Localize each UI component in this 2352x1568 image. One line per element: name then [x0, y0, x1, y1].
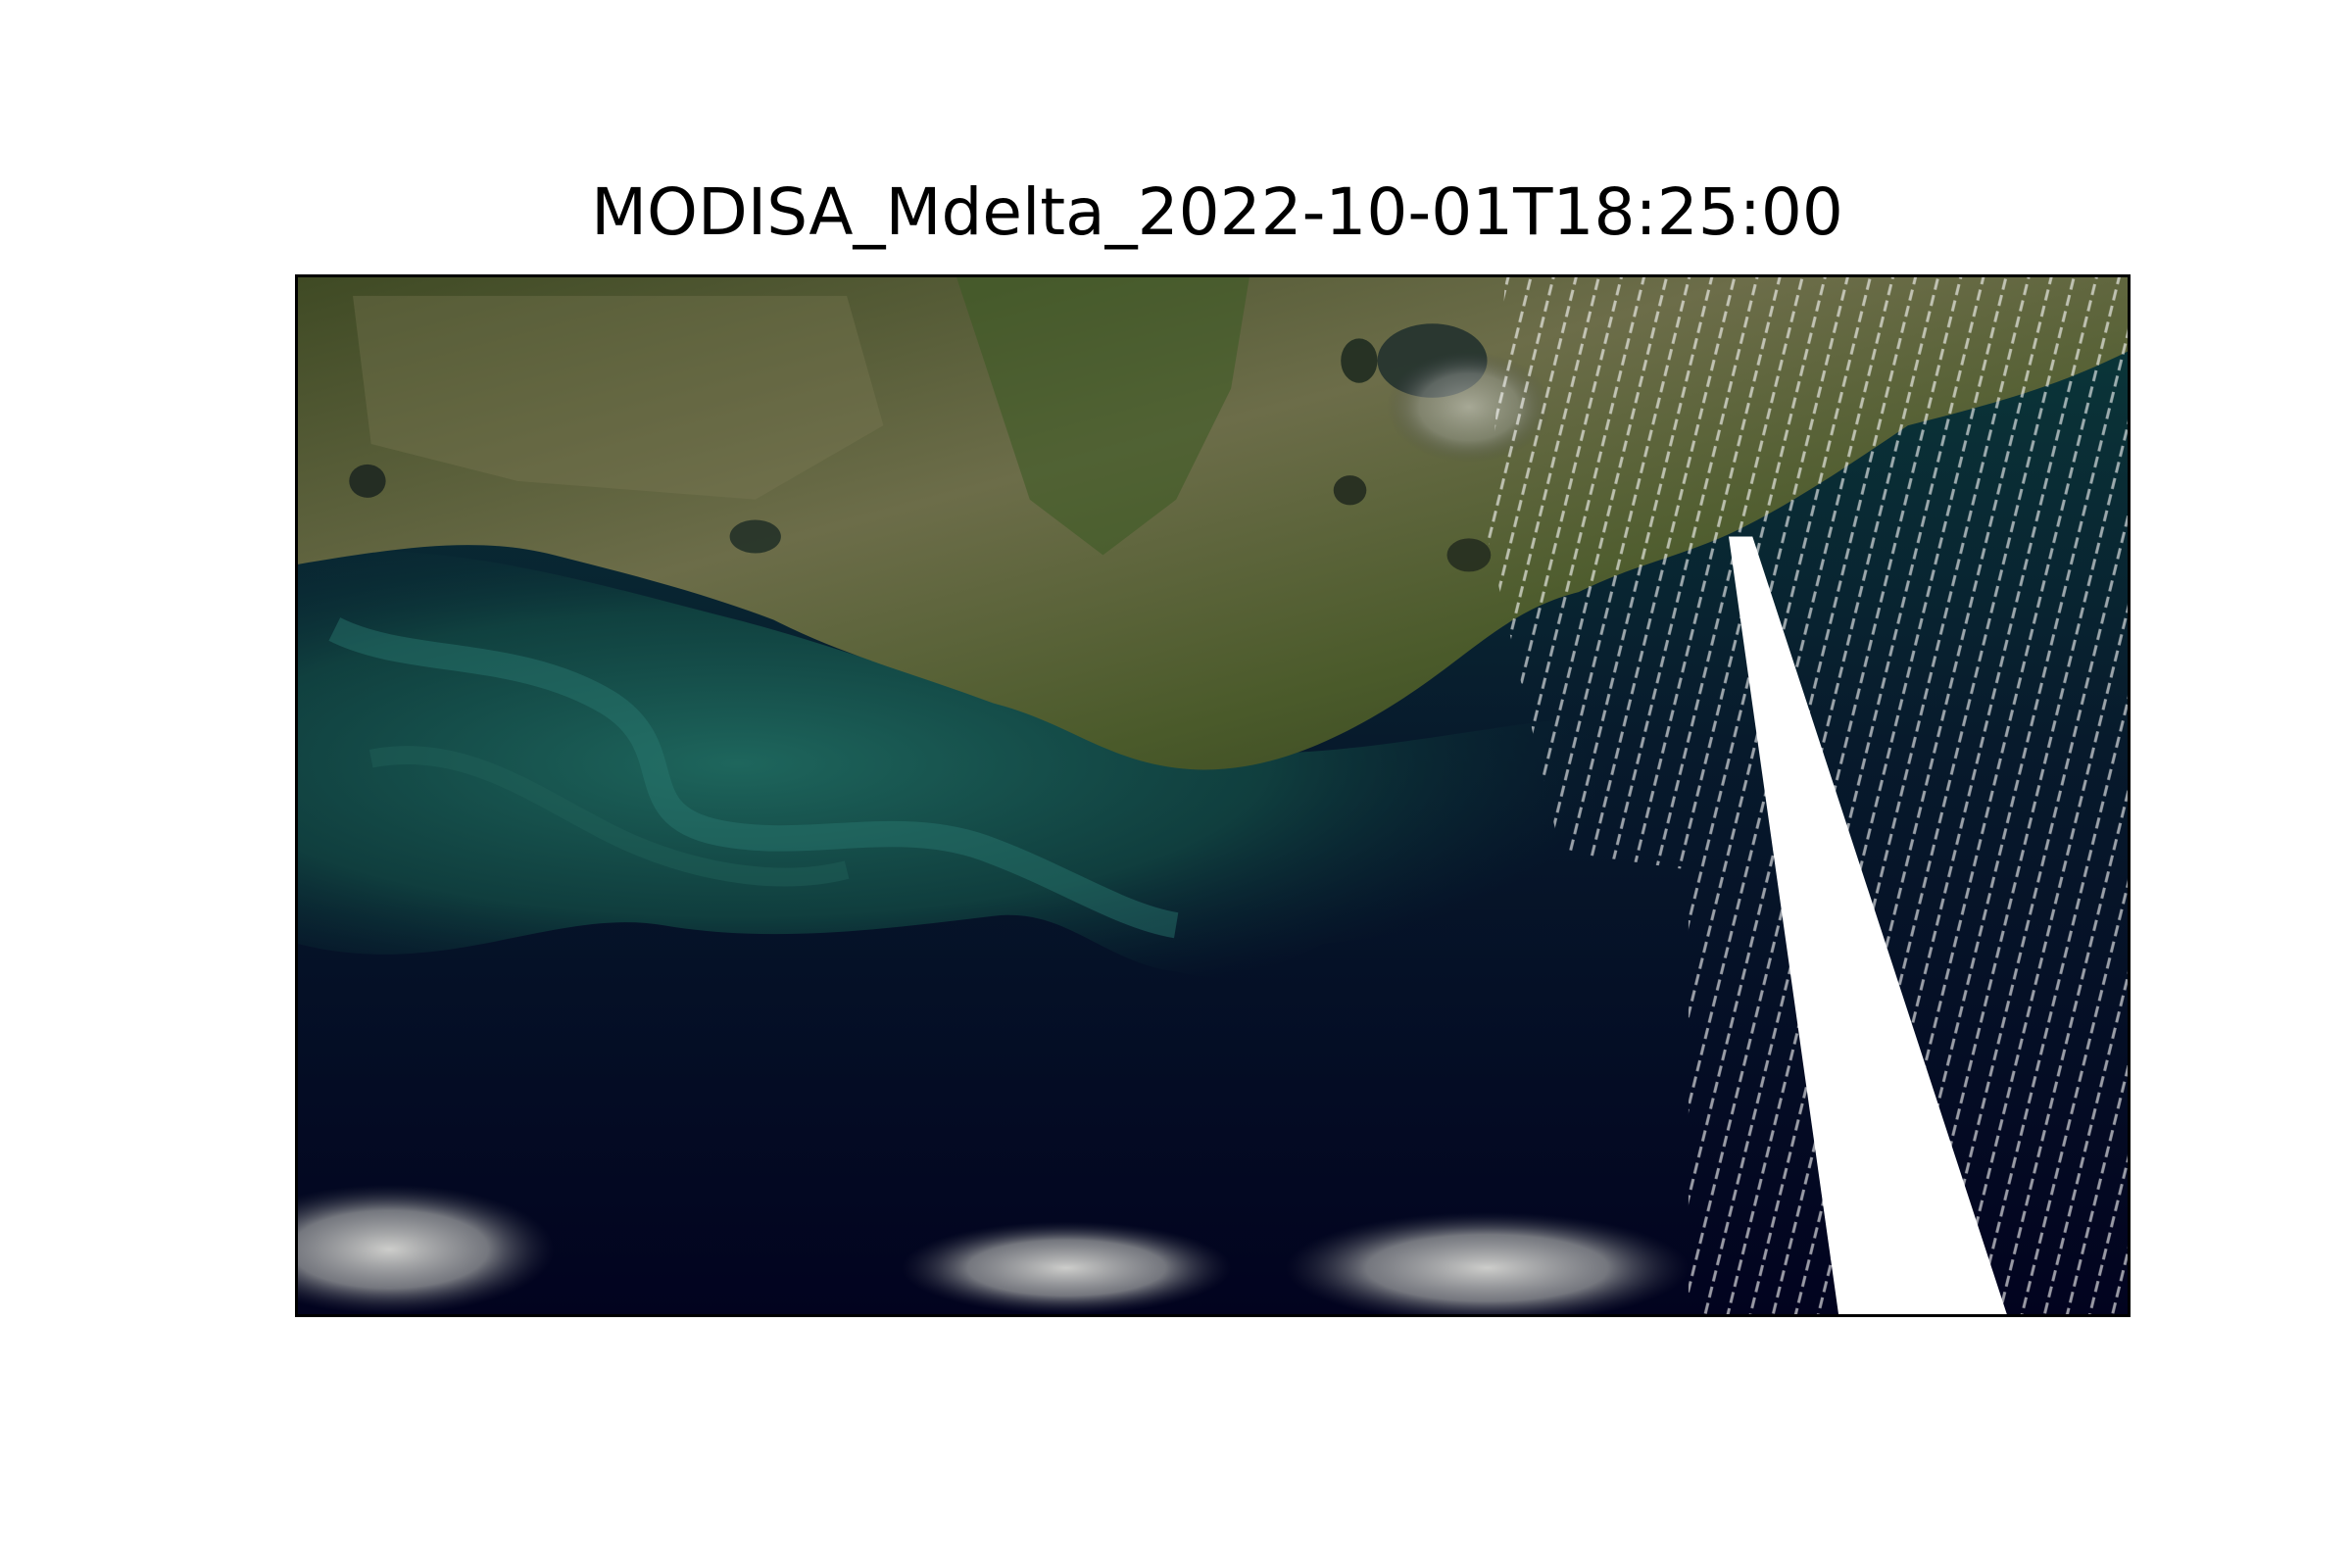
lake-2: [1341, 338, 1378, 383]
coastal-plume: [298, 551, 1762, 977]
cloud-center: [902, 1221, 1232, 1314]
lake-4: [349, 464, 386, 498]
lake-5: [1333, 475, 1367, 506]
plume-swirl: [328, 617, 1179, 939]
lake-6: [1446, 538, 1492, 572]
land-greens: [956, 277, 1250, 556]
land-highlight: [353, 295, 884, 500]
plume-swirl-2: [368, 746, 850, 887]
image-title: MODISA_Mdelta_2022-10-01T18:25:00: [591, 174, 1843, 250]
no-data-gap: [1728, 536, 2007, 1314]
cloud-left: [298, 1184, 555, 1314]
satellite-image-frame: [295, 274, 2131, 1317]
cloud-right: [1286, 1212, 1689, 1314]
lake-3: [729, 519, 781, 554]
satellite-image: [298, 277, 2128, 1314]
